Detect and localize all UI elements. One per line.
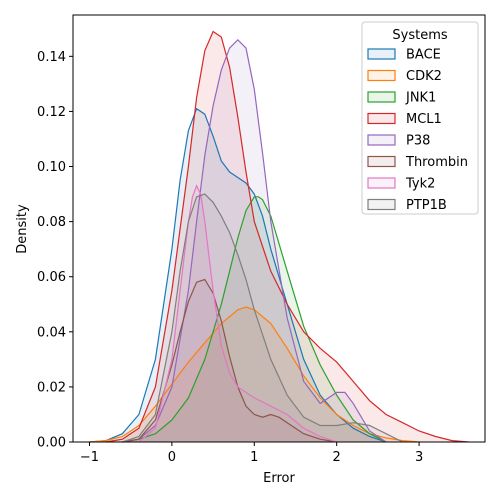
fill-layer bbox=[89, 31, 469, 443]
y-tick-label: 0.12 bbox=[37, 105, 66, 120]
legend-label-ptp1b: PTP1B bbox=[406, 198, 447, 213]
density-line-cdk2 bbox=[89, 306, 420, 443]
density-fill-mcl1 bbox=[106, 31, 469, 442]
density-fill-thrombin bbox=[122, 279, 337, 442]
x-tick-label: 3 bbox=[415, 450, 423, 465]
legend-label-jnk1: JNK1 bbox=[405, 91, 436, 106]
line-layer bbox=[89, 30, 469, 443]
legend-label-p38: P38 bbox=[406, 134, 430, 149]
x-axis: −1 0 1 2 3 bbox=[80, 442, 423, 465]
legend-label-cdk2: CDK2 bbox=[406, 69, 442, 84]
density-line-bace bbox=[89, 107, 387, 443]
y-tick-label: 0.14 bbox=[37, 50, 66, 65]
x-tick-label: 1 bbox=[250, 450, 258, 465]
legend-label-bace: BACE bbox=[406, 48, 441, 63]
legend-swatch-bace bbox=[367, 48, 396, 60]
density-line-tyk2 bbox=[138, 184, 337, 443]
legend-swatch-jnk1 bbox=[367, 91, 396, 103]
legend-swatch-ptp1b bbox=[367, 198, 396, 211]
plot-frame bbox=[72, 14, 486, 443]
density-fill-p38 bbox=[122, 39, 387, 443]
legend-swatch-mcl1 bbox=[367, 112, 396, 125]
legend-label-mcl1: MCL1 bbox=[406, 112, 442, 127]
legend: Systems BACE CDK2 JNK1 MCL1 P38 Thrombin Tyk2 P… bbox=[361, 21, 479, 215]
density-fill-bace bbox=[89, 108, 387, 442]
legend-items: BACE CDK2 JNK1 MCL1 P38 Thrombin Tyk2 PTP1B bbox=[367, 48, 468, 213]
density-line-mcl1 bbox=[105, 30, 469, 443]
x-tick-label: 0 bbox=[168, 450, 176, 465]
y-tick-label: 0.02 bbox=[37, 380, 66, 395]
y-tick-label: 0.06 bbox=[37, 270, 66, 285]
legend-label-tyk2: Tyk2 bbox=[405, 177, 435, 192]
x-axis-label: Error bbox=[263, 471, 295, 486]
y-tick-label: 0.00 bbox=[37, 436, 66, 451]
x-tick-label: 2 bbox=[333, 450, 341, 465]
legend-swatch-tyk2 bbox=[367, 177, 396, 189]
legend-title: Systems bbox=[392, 28, 447, 43]
density-line-jnk1 bbox=[122, 196, 387, 443]
legend-label-thrombin: Thrombin bbox=[405, 155, 468, 170]
density-fill-cdk2 bbox=[89, 307, 420, 442]
legend-swatch-cdk2 bbox=[367, 69, 396, 82]
y-tick-label: 0.04 bbox=[37, 325, 66, 340]
y-tick-label: 0.08 bbox=[37, 215, 66, 230]
legend-swatch-p38 bbox=[367, 134, 396, 146]
density-fill-tyk2 bbox=[138, 185, 337, 443]
density-fill-jnk1 bbox=[122, 196, 387, 442]
y-axis-label: Density bbox=[15, 204, 30, 254]
legend-swatch-thrombin bbox=[367, 155, 396, 168]
y-axis: 0.00 0.02 0.04 0.06 0.08 0.10 0.12 0.14 bbox=[37, 50, 73, 451]
y-tick-label: 0.10 bbox=[37, 160, 66, 175]
x-tick-label: −1 bbox=[80, 450, 99, 465]
density-line-thrombin bbox=[122, 278, 337, 443]
density-line-ptp1b bbox=[122, 193, 403, 443]
